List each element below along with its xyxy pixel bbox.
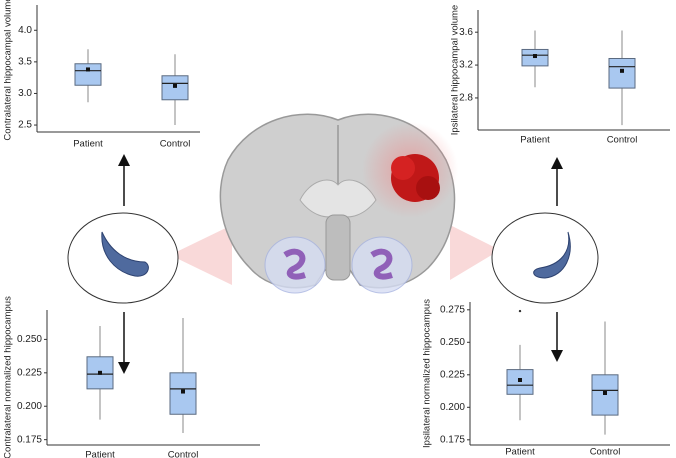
x-tick-label: Patient [505,447,535,458]
mean [98,370,102,375]
y-tick-label: 3.5 [18,57,32,68]
y-tick-label: 2.5 [18,120,32,131]
y-tick-label: 0.250 [17,334,42,345]
x-tick-label: Control [590,447,621,458]
mean [620,68,624,73]
y-tick-label: 0.175 [17,434,42,445]
y-tick-label: 3.6 [459,27,473,38]
y-tick-label: 0.200 [17,401,42,412]
x-tick-label: Patient [85,450,115,458]
y-axis-label: Contralateral hippocampal volume [3,0,14,141]
y-axis-label: Ipsilateral hippocampal volume [450,5,461,135]
mean [533,54,537,59]
x-tick-label: Control [168,450,199,458]
box [74,63,102,86]
y-tick-label: 3.0 [18,88,32,99]
y-axis-label: Contralateral normalized hippocampus [3,296,14,458]
y-tick-label: 0.250 [440,337,465,348]
box [506,369,534,395]
mean [173,83,177,88]
y-tick-label: 0.175 [440,434,465,445]
x-tick-label: Control [607,135,638,146]
mean [86,67,90,72]
y-tick-label: 0.225 [440,369,465,380]
y-tick-label: 0.275 [440,304,465,315]
x-tick-label: Control [160,139,191,150]
y-axis-label: Ipsilateral normalized hippocampus [422,299,433,448]
y-tick-label: 3.2 [459,60,473,71]
box [608,57,636,89]
outlier [518,309,522,313]
mean [603,391,607,395]
mean [181,389,185,394]
y-tick-label: 0.200 [440,402,465,413]
x-tick-label: Patient [520,135,550,146]
x-tick-label: Patient [73,139,103,150]
y-tick-label: 4.0 [18,25,32,36]
y-tick-label: 2.8 [459,93,473,104]
box [169,372,197,415]
box [161,75,189,101]
mean [518,378,522,382]
y-tick-label: 0.225 [17,367,42,378]
brain-illustration [67,113,599,374]
